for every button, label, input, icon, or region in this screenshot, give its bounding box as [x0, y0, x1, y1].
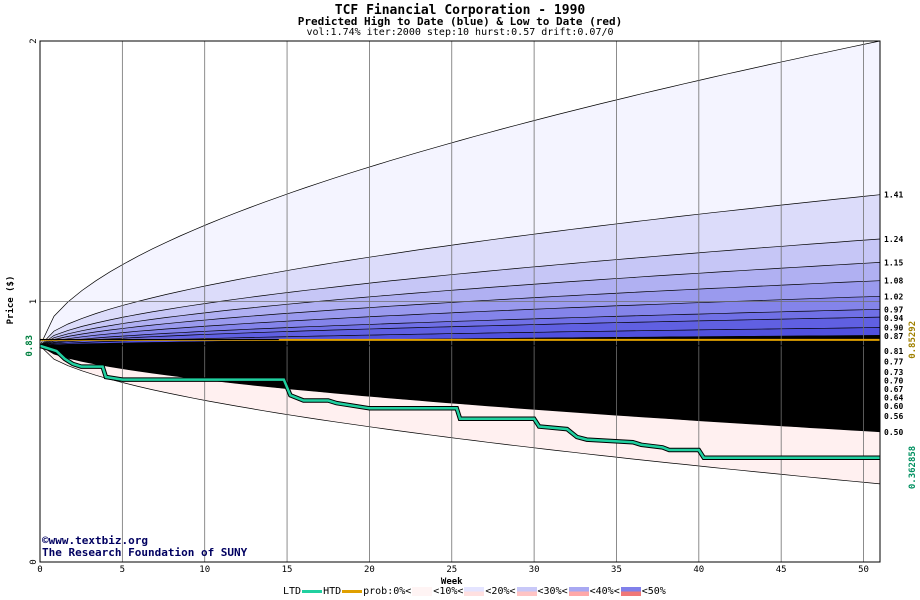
legend-ltd-swatch [302, 590, 323, 593]
band-line-12 [40, 345, 880, 362]
band-end-label-1: 1.24 [884, 235, 903, 244]
band-end-label-13: 0.67 [884, 385, 903, 394]
band-end-label-3: 1.08 [884, 277, 903, 286]
y-tick-label-0: 0 [29, 559, 39, 564]
band-line-7 [40, 316, 880, 347]
legend-50: <50% [641, 586, 666, 597]
band-end-label-11: 0.73 [884, 368, 903, 377]
legend-30: <30%< [537, 586, 568, 597]
chart-subtitle: Predicted High to Date (blue) & Low to D… [297, 15, 623, 28]
x-tick-label-1: 5 [120, 565, 125, 575]
ltd-series-line [39, 344, 880, 460]
plot-border [39, 40, 881, 563]
band-line-11 [40, 345, 880, 352]
band-end-label-15: 0.60 [884, 402, 903, 411]
x-tick-label-3: 15 [282, 565, 293, 575]
band-line-18 [40, 345, 880, 417]
legend-20: <20%< [485, 586, 516, 597]
band-end-label-12: 0.70 [884, 376, 903, 385]
legend-40: <40%< [589, 586, 620, 597]
x-tick-label-8: 40 [693, 565, 704, 575]
legend-prob: prob:0%< [363, 586, 412, 597]
high-band-2 [40, 239, 880, 346]
x-tick-label-2: 10 [199, 565, 210, 575]
band-line-9 [40, 335, 880, 347]
legend-swatch-0 [412, 587, 433, 596]
band-line-6 [40, 308, 880, 347]
chart-title: TCF Financial Corporation - 1990 [334, 3, 586, 18]
credit-block: ©www.textbiz.org The Research Foundation… [42, 535, 247, 559]
high-band-3 [40, 262, 880, 346]
high-band-0 [40, 41, 880, 346]
x-tick-label-4: 20 [364, 565, 375, 575]
band-end-label-16: 0.56 [884, 412, 903, 421]
x-tick-label-7: 35 [611, 565, 622, 575]
low-band-9 [40, 345, 880, 432]
x-tick-label-5: 25 [446, 565, 457, 575]
high-band-1 [40, 194, 880, 346]
y-axis-label: Price ($) [5, 276, 16, 325]
x-tick-label-0: 0 [37, 565, 42, 575]
legend-swatch-10 [464, 587, 485, 596]
band-line-19 [40, 345, 880, 433]
band-line-15 [40, 345, 880, 388]
band-end-label-10: 0.77 [884, 357, 903, 366]
chart-params: vol:1.74% iter:2000 step:10 hurst:0.57 d… [306, 27, 614, 38]
legend: LTD HTD prob:0%< <10%< <20%< <30%< <40%< <50% [283, 586, 666, 598]
start-price-label: 0.83 [25, 335, 35, 357]
legend-htd: HTD [323, 586, 342, 597]
band-end-label-8: 0.87 [884, 332, 903, 341]
legend-swatch-40 [620, 587, 641, 596]
credit-url: ©www.textbiz.org [42, 534, 148, 547]
legend-htd-swatch [342, 590, 363, 593]
legend-10: <10%< [433, 586, 464, 597]
band-end-label-4: 1.02 [884, 292, 903, 301]
x-tick-label-10: 50 [858, 565, 869, 575]
band-line-10 [40, 345, 880, 485]
band-line-0 [40, 41, 880, 346]
band-end-label-7: 0.90 [884, 324, 903, 333]
band-end-label-0: 1.41 [884, 191, 903, 200]
band-line-16 [40, 345, 880, 396]
ltd-value-label: 0.362858 [908, 446, 918, 489]
band-line-2 [40, 238, 880, 347]
band-line-17 [40, 345, 880, 407]
legend-swatch-30 [568, 587, 589, 596]
high-band-8 [40, 327, 880, 346]
band-end-label-2: 1.15 [884, 258, 903, 267]
band-end-label-17: 0.50 [884, 428, 903, 437]
band-end-label-14: 0.64 [884, 393, 903, 402]
band-line-1 [40, 194, 880, 347]
credit-org: The Research Foundation of SUNY [42, 546, 248, 559]
band-line-13 [40, 345, 880, 373]
x-tick-label-6: 30 [529, 565, 540, 575]
x-tick-label-9: 45 [776, 565, 787, 575]
htd-value-label: 0.85292 [908, 321, 918, 359]
band-end-label-6: 0.94 [884, 314, 903, 323]
high-band-7 [40, 317, 880, 346]
high-band-4 [40, 280, 880, 346]
high-band-6 [40, 309, 880, 346]
band-end-label-9: 0.81 [884, 347, 903, 356]
band-line-3 [40, 262, 880, 347]
x-axis-label: Week [441, 577, 463, 587]
band-line-14 [40, 345, 880, 380]
legend-swatch-20 [516, 587, 537, 596]
legend-ltd: LTD [283, 586, 302, 597]
y-tick-label-1: 1 [29, 299, 39, 304]
band-end-label-5: 0.97 [884, 305, 903, 314]
y-tick-label-2: 2 [29, 38, 39, 43]
